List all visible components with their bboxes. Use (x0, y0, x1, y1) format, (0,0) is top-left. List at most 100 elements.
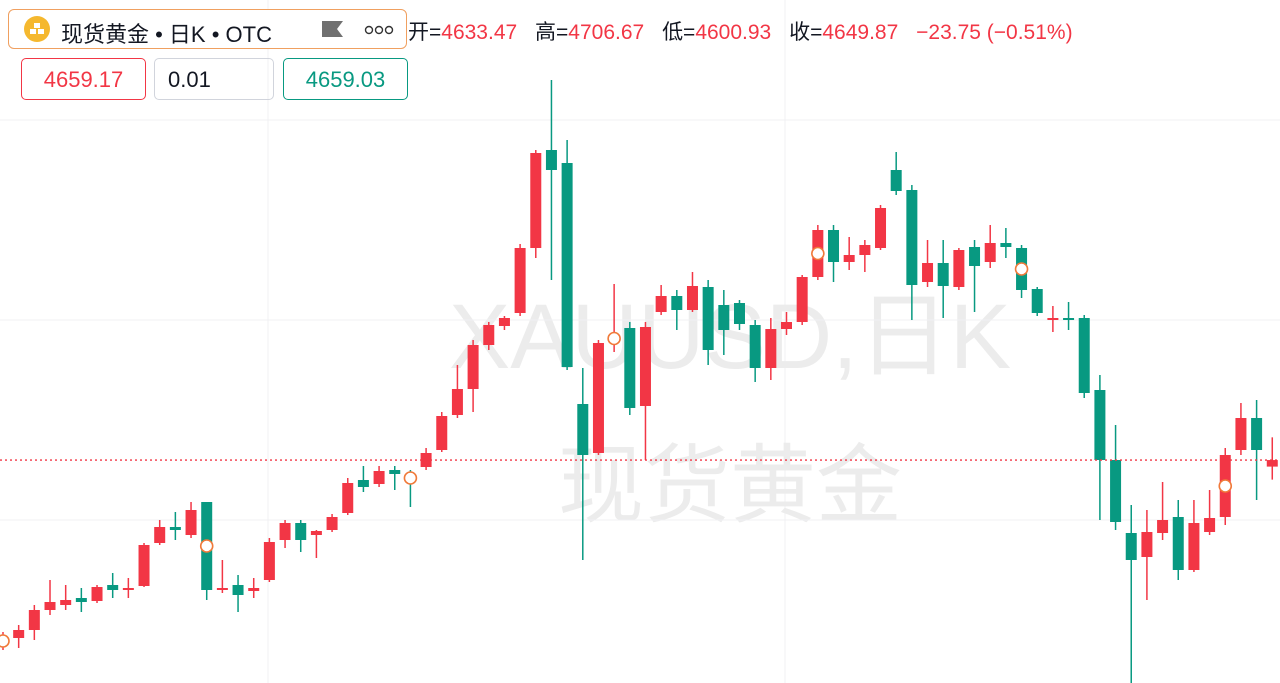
candle-body (216, 588, 228, 590)
candle-body (91, 587, 103, 601)
candle-body (467, 345, 479, 389)
candle-body (890, 170, 902, 191)
candle-body (781, 322, 792, 329)
event-marker (1014, 262, 1029, 276)
candle-body (1094, 390, 1106, 460)
event-marker (1218, 479, 1233, 493)
candle-body (169, 527, 181, 530)
change: −23.75 (−0.51%) (916, 21, 1073, 44)
candle-body (326, 517, 338, 530)
candle-body (592, 343, 604, 453)
candle-body (107, 585, 119, 590)
ohlc-legend: 开=4633.47 高=4706.67 低=4600.93 收=4649.87 … (408, 16, 1085, 46)
candle-body (310, 531, 322, 535)
candle-body (561, 163, 573, 367)
event-marker (0, 634, 10, 648)
candle-body (796, 277, 808, 322)
symbol-box[interactable]: 现货黄金 • 日K • OTC (8, 9, 407, 49)
candle-body (154, 527, 166, 543)
watermark: 现货黄金 (558, 438, 902, 534)
candle-body (75, 598, 87, 602)
candle-body (389, 470, 401, 474)
candle-body (859, 245, 871, 255)
candle-body (530, 153, 542, 248)
candle-body (937, 263, 949, 286)
candle-body (953, 250, 965, 287)
candle-body (498, 318, 510, 326)
candle-body (655, 296, 667, 312)
candle-body (1266, 460, 1278, 467)
candle-body (639, 327, 651, 406)
candle-body (1110, 460, 1122, 522)
watermark: XAUUSD,日K (449, 286, 1011, 388)
candle-body (436, 416, 448, 450)
candle-body (138, 545, 150, 586)
candle-body (875, 208, 887, 248)
candle-body (295, 523, 307, 540)
label: 开= (408, 21, 442, 44)
candle-body (828, 230, 840, 262)
icons (322, 21, 394, 37)
event-marker (607, 331, 621, 346)
candle-body (545, 150, 557, 170)
candle-body (1251, 418, 1263, 450)
ask-button[interactable]: 4659.03 (283, 58, 408, 100)
candle-body (357, 480, 369, 487)
gold-icon (24, 16, 50, 42)
candle-body (1204, 518, 1216, 532)
label: 高= (535, 21, 569, 44)
candle-body (984, 243, 996, 262)
candle-body (1031, 289, 1043, 313)
candle-body (624, 328, 636, 408)
candle-body (1125, 533, 1137, 560)
candle-body (1000, 243, 1012, 247)
candle-body (1157, 520, 1169, 533)
candle-body (718, 305, 730, 330)
candle-body (671, 296, 683, 310)
candle-body (906, 190, 918, 285)
candle-body (969, 247, 981, 266)
candle-body (843, 255, 855, 262)
candle-body (122, 588, 134, 590)
value: 4649.87 (822, 21, 899, 44)
label: 收= (789, 21, 823, 44)
event-marker (403, 471, 418, 485)
candle-body (1063, 318, 1075, 320)
plot (0, 80, 1280, 683)
candle-body (13, 630, 25, 638)
candle-body (577, 404, 589, 455)
candle-body (483, 325, 495, 345)
candle-body (185, 510, 197, 535)
candle-body (1141, 532, 1153, 557)
candle-body (342, 483, 354, 513)
candle-body (733, 303, 745, 324)
event-marker (811, 246, 825, 261)
candle-body (702, 287, 714, 350)
candle-body (60, 600, 72, 605)
candle-body (279, 523, 291, 540)
candle-body (1172, 517, 1184, 570)
candle-body (922, 263, 934, 282)
candle-body (765, 329, 777, 368)
candle-body (451, 389, 463, 415)
symbol-title: 现货黄金 • 日K • OTC (61, 22, 272, 47)
candle-body (1235, 418, 1247, 450)
bid-button[interactable]: 4659.17 (21, 58, 146, 100)
value: 4600.93 (695, 21, 772, 44)
candle-body (686, 286, 698, 310)
candle-body (232, 585, 244, 595)
candle-body (514, 248, 526, 313)
candle-body (1078, 318, 1090, 393)
candle-body (248, 588, 260, 591)
value: 4633.47 (441, 21, 518, 44)
candle-body (263, 542, 275, 580)
candle-body (1188, 523, 1200, 570)
candle-body (44, 602, 56, 610)
candle-body (28, 610, 40, 630)
spread-input[interactable]: 0.01 (154, 58, 274, 100)
value: 4706.67 (568, 21, 645, 44)
label: 低= (662, 21, 696, 44)
event-marker (199, 539, 214, 553)
